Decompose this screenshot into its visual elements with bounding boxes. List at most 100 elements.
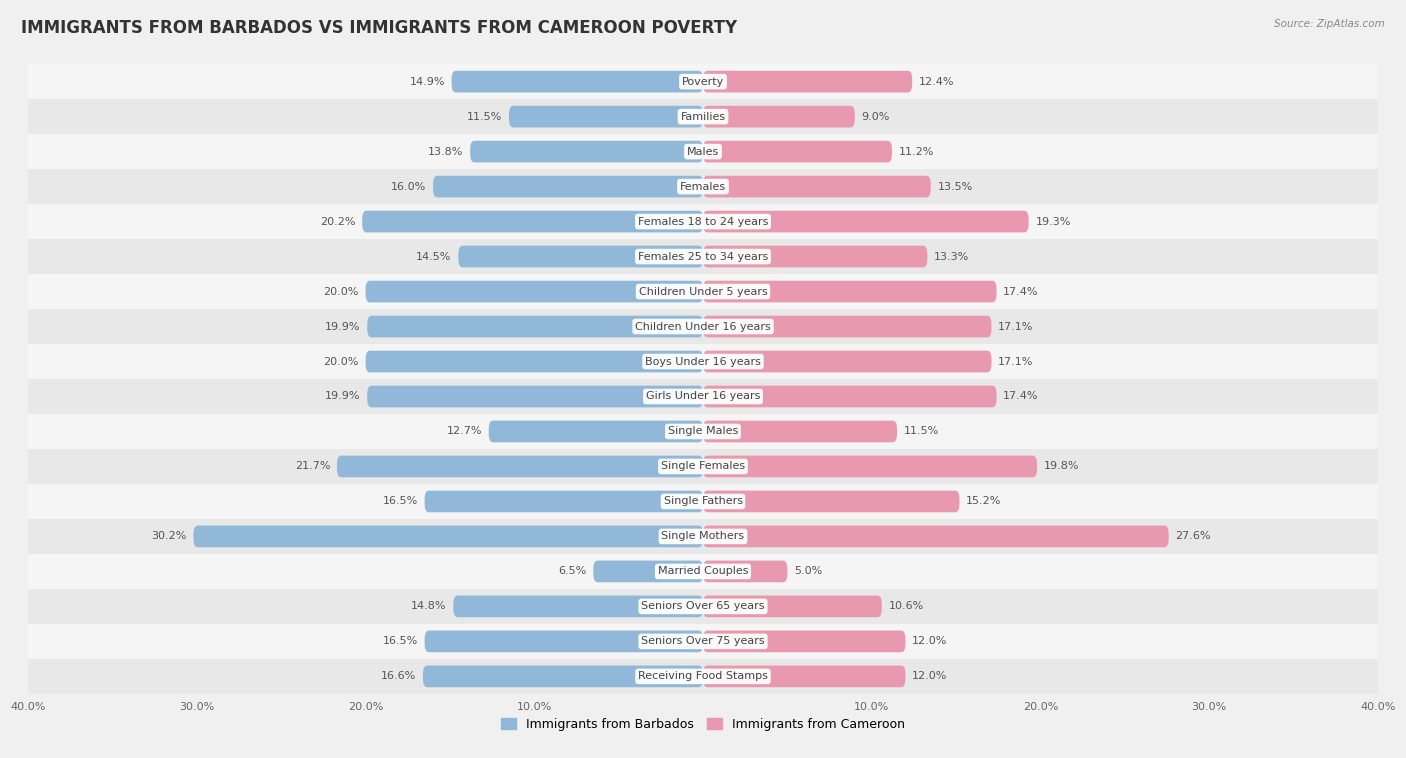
Text: 16.0%: 16.0% — [391, 182, 426, 192]
Text: 21.7%: 21.7% — [295, 462, 330, 471]
Text: 10.6%: 10.6% — [889, 601, 924, 612]
Bar — [28, 379, 1378, 414]
FancyBboxPatch shape — [593, 561, 703, 582]
Bar — [28, 554, 1378, 589]
Text: Boys Under 16 years: Boys Under 16 years — [645, 356, 761, 367]
Text: Children Under 16 years: Children Under 16 years — [636, 321, 770, 331]
FancyBboxPatch shape — [703, 280, 997, 302]
FancyBboxPatch shape — [703, 176, 931, 197]
Bar — [28, 414, 1378, 449]
Text: 12.0%: 12.0% — [912, 672, 948, 681]
Bar — [28, 659, 1378, 694]
Text: 13.3%: 13.3% — [934, 252, 969, 262]
Bar — [28, 624, 1378, 659]
FancyBboxPatch shape — [425, 631, 703, 652]
Text: 30.2%: 30.2% — [152, 531, 187, 541]
Text: 14.8%: 14.8% — [411, 601, 447, 612]
Text: Females: Females — [681, 182, 725, 192]
Text: 16.5%: 16.5% — [382, 496, 418, 506]
Text: 16.6%: 16.6% — [381, 672, 416, 681]
FancyBboxPatch shape — [703, 596, 882, 617]
Text: Seniors Over 75 years: Seniors Over 75 years — [641, 637, 765, 647]
Text: 6.5%: 6.5% — [558, 566, 586, 576]
FancyBboxPatch shape — [703, 525, 1168, 547]
FancyBboxPatch shape — [703, 421, 897, 443]
Text: 17.1%: 17.1% — [998, 321, 1033, 331]
Text: Females 18 to 24 years: Females 18 to 24 years — [638, 217, 768, 227]
Text: 19.3%: 19.3% — [1035, 217, 1071, 227]
Text: 12.0%: 12.0% — [912, 637, 948, 647]
Bar — [28, 274, 1378, 309]
Text: 14.5%: 14.5% — [416, 252, 451, 262]
Text: Married Couples: Married Couples — [658, 566, 748, 576]
Text: IMMIGRANTS FROM BARBADOS VS IMMIGRANTS FROM CAMEROON POVERTY: IMMIGRANTS FROM BARBADOS VS IMMIGRANTS F… — [21, 19, 737, 37]
Text: 17.4%: 17.4% — [1004, 287, 1039, 296]
Bar — [28, 64, 1378, 99]
Bar — [28, 239, 1378, 274]
Text: Seniors Over 65 years: Seniors Over 65 years — [641, 601, 765, 612]
FancyBboxPatch shape — [703, 351, 991, 372]
FancyBboxPatch shape — [703, 211, 1029, 233]
Legend: Immigrants from Barbados, Immigrants from Cameroon: Immigrants from Barbados, Immigrants fro… — [496, 713, 910, 736]
Bar — [28, 449, 1378, 484]
Text: 11.2%: 11.2% — [898, 146, 934, 157]
Text: 14.9%: 14.9% — [409, 77, 444, 86]
Text: 12.4%: 12.4% — [920, 77, 955, 86]
Text: 11.5%: 11.5% — [467, 111, 502, 121]
FancyBboxPatch shape — [703, 315, 991, 337]
Text: 5.0%: 5.0% — [794, 566, 823, 576]
Text: Males: Males — [688, 146, 718, 157]
Text: Single Males: Single Males — [668, 427, 738, 437]
Bar — [28, 99, 1378, 134]
Text: 16.5%: 16.5% — [382, 637, 418, 647]
Bar — [28, 484, 1378, 519]
Text: Families: Families — [681, 111, 725, 121]
FancyBboxPatch shape — [703, 666, 905, 688]
FancyBboxPatch shape — [425, 490, 703, 512]
FancyBboxPatch shape — [509, 106, 703, 127]
FancyBboxPatch shape — [423, 666, 703, 688]
FancyBboxPatch shape — [703, 490, 959, 512]
Text: 13.5%: 13.5% — [938, 182, 973, 192]
FancyBboxPatch shape — [458, 246, 703, 268]
Text: Children Under 5 years: Children Under 5 years — [638, 287, 768, 296]
Text: 11.5%: 11.5% — [904, 427, 939, 437]
FancyBboxPatch shape — [433, 176, 703, 197]
Text: Source: ZipAtlas.com: Source: ZipAtlas.com — [1274, 19, 1385, 29]
FancyBboxPatch shape — [703, 561, 787, 582]
Text: 19.9%: 19.9% — [325, 321, 360, 331]
FancyBboxPatch shape — [367, 386, 703, 407]
Text: Poverty: Poverty — [682, 77, 724, 86]
FancyBboxPatch shape — [703, 631, 905, 652]
FancyBboxPatch shape — [470, 141, 703, 162]
FancyBboxPatch shape — [453, 596, 703, 617]
Text: 20.0%: 20.0% — [323, 356, 359, 367]
Text: Single Females: Single Females — [661, 462, 745, 471]
Bar — [28, 309, 1378, 344]
FancyBboxPatch shape — [703, 386, 997, 407]
Bar — [28, 344, 1378, 379]
FancyBboxPatch shape — [366, 280, 703, 302]
Text: Single Fathers: Single Fathers — [664, 496, 742, 506]
FancyBboxPatch shape — [703, 456, 1038, 478]
Text: 17.4%: 17.4% — [1004, 391, 1039, 402]
Bar — [28, 204, 1378, 239]
Text: 20.0%: 20.0% — [323, 287, 359, 296]
Bar — [28, 134, 1378, 169]
Bar — [28, 589, 1378, 624]
Text: 9.0%: 9.0% — [862, 111, 890, 121]
FancyBboxPatch shape — [703, 141, 891, 162]
FancyBboxPatch shape — [194, 525, 703, 547]
Text: 17.1%: 17.1% — [998, 356, 1033, 367]
FancyBboxPatch shape — [337, 456, 703, 478]
Text: 12.7%: 12.7% — [447, 427, 482, 437]
Text: 13.8%: 13.8% — [427, 146, 464, 157]
Text: Females 25 to 34 years: Females 25 to 34 years — [638, 252, 768, 262]
Bar — [28, 519, 1378, 554]
FancyBboxPatch shape — [451, 70, 703, 92]
Text: 15.2%: 15.2% — [966, 496, 1001, 506]
Text: 19.8%: 19.8% — [1043, 462, 1080, 471]
FancyBboxPatch shape — [367, 315, 703, 337]
FancyBboxPatch shape — [489, 421, 703, 443]
FancyBboxPatch shape — [366, 351, 703, 372]
